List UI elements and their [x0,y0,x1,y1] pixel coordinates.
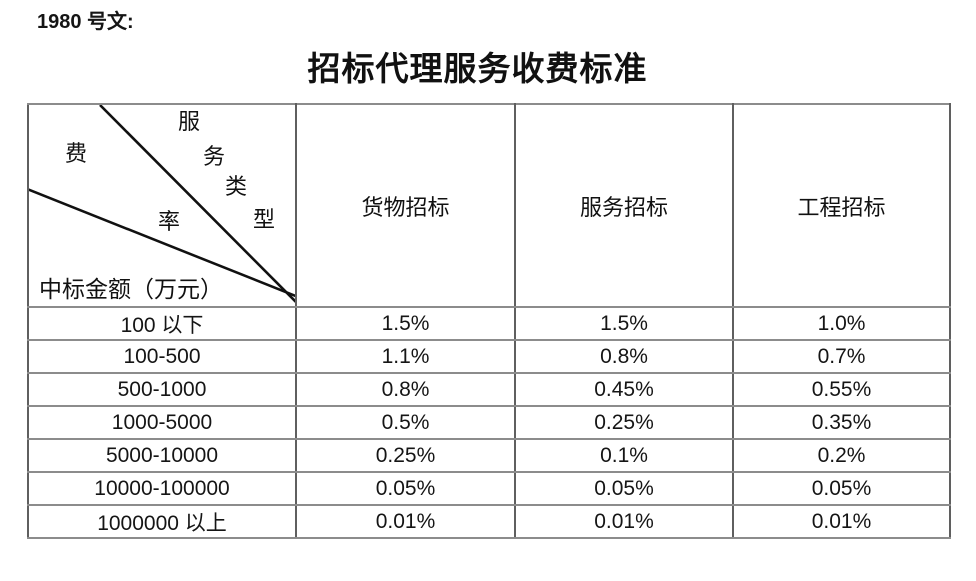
rate-cell-services: 1.5% [514,306,734,341]
rate-cell-engineering: 0.55% [732,372,951,407]
diagonal-divider-lines [30,106,294,302]
rate-cell-engineering: 0.35% [732,405,951,440]
column-header-goods: 货物招标 [295,103,516,308]
table-header-row: 服 务 类 型 费 率 中标金额（万元） 货物招标 服务招标 工程招标 [27,103,951,308]
rate-cell-services: 0.01% [514,504,734,539]
rate-cell-engineering: 0.01% [732,504,951,539]
corner-char-top-axis: 务 [203,144,226,169]
rate-cell-engineering: 1.0% [732,306,951,341]
table-row: 1000000 以上 0.01% 0.01% 0.01% [27,504,951,539]
amount-range-cell: 100 以下 [27,306,297,341]
table-row: 100 以下 1.5% 1.5% 1.0% [27,306,951,341]
table-row: 100-500 1.1% 0.8% 0.7% [27,339,951,374]
rate-cell-goods: 1.1% [295,339,516,374]
corner-bottom-axis-label: 中标金额（万元） [39,277,223,302]
rate-cell-goods: 0.25% [295,438,516,473]
rate-cell-services: 0.45% [514,372,734,407]
corner-char-top-axis: 服 [178,109,201,134]
corner-char-top-axis: 型 [253,207,276,232]
column-header-engineering: 工程招标 [732,103,951,308]
doc-ref-label: 1980 号文: [37,11,134,33]
amount-range-cell: 10000-100000 [27,471,297,506]
rate-cell-services: 0.1% [514,438,734,473]
column-header-services: 服务招标 [514,103,734,308]
rate-cell-engineering: 0.7% [732,339,951,374]
rate-cell-engineering: 0.05% [732,471,951,506]
rate-cell-goods: 1.5% [295,306,516,341]
rate-cell-goods: 0.01% [295,504,516,539]
table-row: 10000-100000 0.05% 0.05% 0.05% [27,471,951,506]
fee-table: 服 务 类 型 费 率 中标金额（万元） 货物招标 服务招标 工程招标 100 … [27,103,951,539]
rate-cell-services: 0.05% [514,471,734,506]
amount-range-cell: 1000-5000 [27,405,297,440]
corner-char-left-axis: 率 [158,209,181,234]
corner-char-top-axis: 类 [225,174,248,199]
table-row: 500-1000 0.8% 0.45% 0.55% [27,372,951,407]
corner-char-left-axis: 费 [65,141,88,166]
table-row: 1000-5000 0.5% 0.25% 0.35% [27,405,951,440]
amount-range-cell: 500-1000 [27,372,297,407]
amount-range-cell: 5000-10000 [27,438,297,473]
amount-range-cell: 100-500 [27,339,297,374]
rate-cell-services: 0.8% [514,339,734,374]
rate-cell-engineering: 0.2% [732,438,951,473]
rate-cell-services: 0.25% [514,405,734,440]
amount-range-cell: 1000000 以上 [27,504,297,539]
table-corner-cell: 服 务 类 型 费 率 中标金额（万元） [27,103,297,308]
rate-cell-goods: 0.05% [295,471,516,506]
page-title: 招标代理服务收费标准 [307,52,648,88]
table-row: 5000-10000 0.25% 0.1% 0.2% [27,438,951,473]
rate-cell-goods: 0.5% [295,405,516,440]
rate-cell-goods: 0.8% [295,372,516,407]
